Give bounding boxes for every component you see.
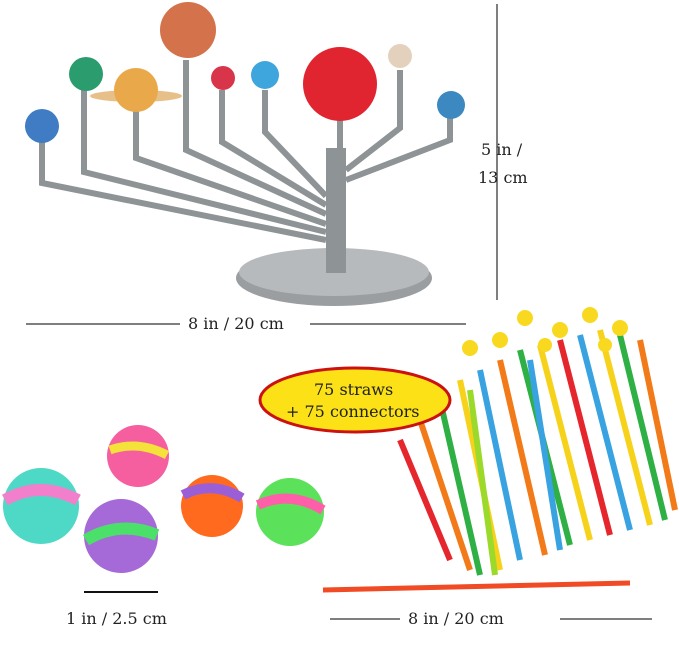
planet-earth (251, 61, 279, 89)
model-stand (326, 148, 346, 273)
width-label: 8 in / 20 cm (188, 314, 284, 333)
planet-arms (39, 60, 453, 243)
planet-saturn (114, 68, 158, 112)
height-label-cm: 13 cm (478, 168, 528, 187)
planet-venus (69, 57, 103, 91)
planet-jupiter (160, 2, 216, 58)
height-label: 5 in / (481, 140, 523, 159)
ball-size-label: 1 in / 2.5 cm (66, 609, 167, 628)
callout-line-2: + 75 connectors (286, 402, 420, 421)
dimension-arrows (26, 4, 652, 620)
foam-balls (2, 425, 326, 573)
callout-bubble (258, 366, 452, 434)
planet-moon (388, 44, 412, 68)
straw-length-label: 8 in / 20 cm (408, 609, 504, 628)
connectors (462, 307, 628, 356)
callout-line-1: 75 straws (314, 380, 394, 399)
straws (322, 329, 678, 593)
planet-mars (211, 66, 235, 90)
planet-neptune (437, 91, 465, 119)
sun (303, 47, 377, 121)
planet-mercury (25, 109, 59, 143)
